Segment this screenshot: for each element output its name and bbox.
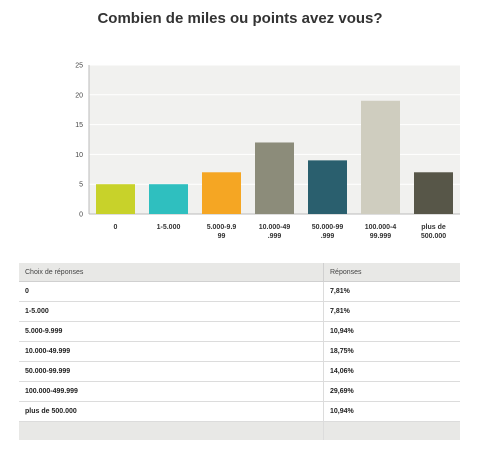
table-row: 1-5.000 7,81% [19, 301, 460, 322]
table-row: plus de 500.000 10,94% [19, 401, 460, 422]
x-tick-label: 5.000-9.9 99 [207, 224, 237, 240]
y-tick-label: 25 [75, 63, 83, 70]
row-label: 1-5.000 [19, 301, 324, 322]
row-percent: 10,94% [323, 401, 460, 422]
row-percent: 10,94% [323, 321, 460, 342]
header-responses: Réponses [323, 263, 460, 282]
table-row: 100.000-499.999 29,69% [19, 381, 460, 402]
chart-title: Combien de miles ou points avez vous? [97, 10, 383, 27]
table-row: 10.000-49.999 18,75% [19, 341, 460, 362]
y-tick-label: 10 [75, 152, 83, 159]
x-tick-label: plus de 500.000 [421, 224, 446, 240]
y-tick-label: 20 [75, 92, 83, 99]
y-tick-label: 15 [75, 122, 83, 129]
footer-cell [323, 421, 460, 440]
table-header-row: Choix de réponses Réponses [19, 263, 460, 282]
row-percent: 29,69% [323, 381, 460, 402]
row-percent: 7,81% [323, 281, 460, 302]
row-label: 0 [19, 281, 324, 302]
x-tick-label: 1-5.000 [157, 224, 181, 231]
bar-0 [96, 184, 135, 214]
row-label: 5.000-9.999 [19, 321, 324, 342]
table-footer-row [19, 421, 460, 440]
bar-plus de 500.000 [414, 172, 453, 214]
y-tick-label: 0 [79, 212, 83, 219]
row-label: 10.000-49.999 [19, 341, 324, 362]
row-percent: 14,06% [323, 361, 460, 382]
row-label: 50.000-99.999 [19, 361, 324, 382]
footer-cell [19, 421, 324, 440]
x-tick-label: 50.000-99.999 [312, 224, 344, 240]
bar-100.000-499.999 [361, 100, 400, 214]
table-row: 5.000-9.999 10,94% [19, 321, 460, 342]
header-choice: Choix de réponses [19, 263, 324, 282]
x-tick-label: 100.000-4 99.999 [365, 224, 397, 240]
row-percent: 7,81% [323, 301, 460, 322]
row-label: plus de 500.000 [19, 401, 324, 422]
bar-1-5.000 [149, 184, 188, 214]
y-tick-label: 5 [79, 182, 83, 189]
row-label: 100.000-499.999 [19, 381, 324, 402]
bar-chart: 0 5 10 15 20 25 0 1-5.000 5.000-9.9 99 10.000-49.9… [75, 63, 460, 240]
responses-table: Choix de réponses Réponses 0 7,81% 1-5.00… [19, 263, 460, 440]
bar-50.000-99.999 [308, 160, 347, 214]
row-percent: 18,75% [323, 341, 460, 362]
table-row: 50.000-99.999 14,06% [19, 361, 460, 382]
x-tick-label: 0 [114, 224, 118, 231]
x-tick-label: 10.000-49.999 [259, 224, 291, 240]
table-row: 0 7,81% [19, 281, 460, 302]
bar-10.000-49.999 [255, 142, 294, 214]
bar-5.000-9.999 [202, 172, 241, 214]
